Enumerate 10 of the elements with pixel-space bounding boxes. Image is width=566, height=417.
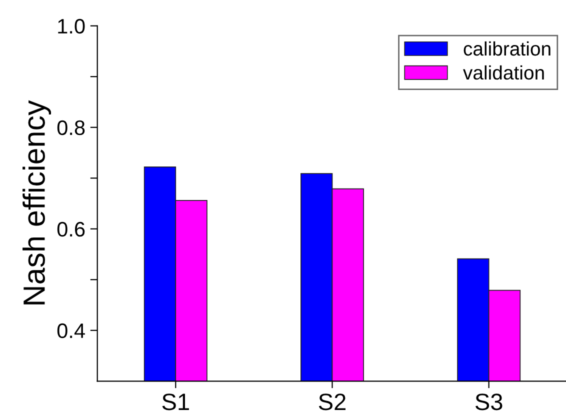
legend-label: validation (463, 65, 544, 80)
x-tick-label: S1 (162, 394, 189, 410)
x-tick-label: S3 (475, 394, 502, 410)
y-tick-label: 1.0 (58, 18, 85, 34)
y-tick-label: 0.8 (57, 120, 85, 136)
y-tick-label: 0.4 (57, 323, 85, 338)
y-tick-label: 0.6 (57, 222, 85, 237)
y-axis-title: Nash efficiency (22, 100, 52, 304)
x-tick-label: S2 (318, 394, 346, 410)
legend-label: calibration (464, 41, 550, 56)
